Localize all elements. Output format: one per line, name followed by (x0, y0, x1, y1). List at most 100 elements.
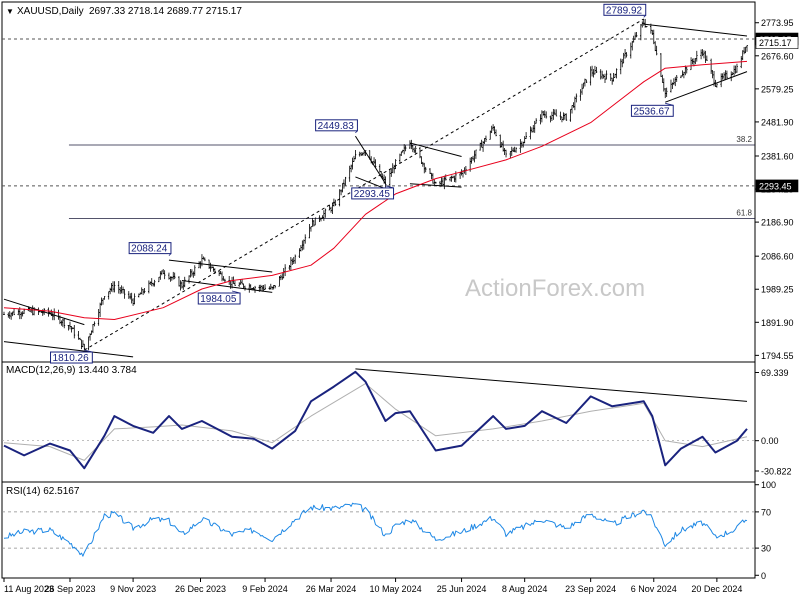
rsi-tick-label: 70 (761, 507, 771, 517)
ohlc-values: 2697.33 2718.14 2689.77 2715.17 (89, 6, 242, 17)
pivot-label-box: 2536.67 (630, 102, 674, 117)
rsi-tick-label: 0 (761, 571, 766, 581)
x-tick-label: 8 Aug 2024 (502, 584, 548, 594)
sma-polyline (3, 60, 748, 320)
flag2-lower-line (409, 183, 462, 188)
pivot-label-frame (603, 3, 647, 16)
x-tick-label: 26 Dec 2023 (175, 584, 226, 594)
price-tag-text: 2293.45 (759, 181, 792, 191)
rsi-tick-label: 30 (761, 544, 771, 554)
long-trendline-dashed (84, 18, 644, 351)
x-tick-label: 9 Feb 2024 (242, 584, 288, 594)
x-tick-label: 11 Aug 2023 (4, 584, 54, 594)
pivot-label-text: 2449.83 (318, 121, 355, 132)
pivot-label-box: 1810.26 (50, 349, 93, 364)
pivot-label-frame (197, 292, 241, 305)
price-tag-box (755, 179, 799, 193)
price-tick-label: 2381.60 (761, 151, 794, 161)
x-tick-label: 25 Jun 2024 (437, 584, 487, 594)
rsi-tick-label: 100 (761, 480, 776, 490)
pivot-label-pointer (643, 15, 647, 18)
symbol-icon: ▼ (6, 7, 14, 16)
macd-title: MACD(12,26,9) 13.440 3.784 (6, 365, 137, 376)
price-tag: 2715.17 (755, 36, 799, 49)
x-tick-label: 26 Sep 2023 (44, 584, 95, 594)
price-tick-label: 2086.60 (761, 252, 794, 262)
pivot-label-frame (630, 104, 674, 117)
price-tag: 2293.45 (755, 179, 799, 193)
price-tick-label: 2481.90 (761, 117, 794, 127)
pivot-label-box: 2293.45 (351, 185, 395, 200)
rsi-lines (3, 502, 748, 557)
x-tick-label: 10 May 2024 (370, 584, 422, 594)
price-candles (3, 18, 748, 351)
flag-upper-line (354, 135, 386, 184)
wedge-lower-line (665, 71, 748, 103)
pivot-label-frame (315, 119, 358, 132)
wedge-upper-line (643, 23, 748, 37)
macd-panel-frame (1, 361, 756, 483)
price-tick-label: 1989.25 (761, 285, 794, 295)
pivot-label-box: 2789.92 (603, 3, 647, 18)
sma-line (3, 60, 748, 320)
rsi-y-axis: 100 70 30 0 (2, 480, 776, 581)
pivot-label-text: 2789.92 (606, 5, 643, 16)
x-tick-label: 23 Sep 2024 (565, 584, 616, 594)
pivot-label-text: 2293.45 (354, 189, 391, 200)
pivot-label-frame (50, 351, 93, 364)
flag-lower-line (355, 176, 386, 190)
macd-tick-label: -30.822 (761, 467, 792, 477)
price-y-axis: 2773.952676.602579.252481.902381.602284.… (755, 18, 794, 361)
price-tick-label: 2676.60 (761, 51, 794, 61)
price-tick-label: 2773.95 (761, 18, 794, 28)
channel-lower-line (3, 341, 134, 358)
pivot-label-pointer (385, 185, 394, 189)
pivot-label-pointer (665, 102, 674, 106)
pivot-labels: 2789.92 2536.67 2449.83 2293.45 2088.24 1984.… (50, 3, 674, 364)
fib-level-label: 38.2 (736, 135, 752, 144)
macd-tick-label: 0.00 (761, 436, 779, 446)
x-tick-label: 9 Nov 2023 (110, 584, 156, 594)
macd-main-line (3, 370, 748, 470)
fib-level-label: 61.8 (736, 208, 752, 217)
price-tag-box (755, 36, 799, 49)
macd-y-axis: 69.339 0.00 -30.822 (2, 368, 792, 477)
pivot-label-text: 2088.24 (131, 244, 168, 255)
pivot-label-pointer (168, 253, 172, 256)
pivot-label-frame (128, 242, 172, 255)
price-tick-label: 1794.55 (761, 351, 794, 361)
pivot-label-pointer (231, 290, 241, 294)
rsi-title: RSI(14) 62.5167 (6, 486, 80, 497)
x-tick-label: 20 Dec 2024 (691, 584, 742, 594)
pivot-label-text: 2536.67 (633, 106, 670, 117)
pivot-label-text: 1984.05 (200, 294, 237, 305)
triangle-upper-line (168, 259, 273, 273)
rsi-line (3, 502, 748, 557)
rsi-panel-frame (1, 481, 756, 579)
pivot-label-pointer (84, 349, 93, 353)
macd-lines (3, 368, 748, 470)
price-tick-label: 1891.90 (761, 318, 794, 328)
macd-tick-label: 69.339 (761, 368, 789, 378)
price-tick-label: 2186.90 (761, 218, 794, 228)
flag2-upper-line (409, 142, 462, 158)
x-tick-label: 6 Nov 2024 (631, 584, 677, 594)
pivot-label-box: 1984.05 (197, 290, 241, 305)
pivot-label-pointer (355, 130, 358, 134)
horizontal-levels: 38.2 61.8 (2, 38, 755, 219)
pivot-label-box: 2088.24 (128, 242, 172, 256)
price-tag-text: 2715.17 (759, 38, 792, 48)
price-tick-label: 2579.25 (761, 84, 794, 94)
pivot-label-box: 2449.83 (315, 119, 358, 134)
triangle-lower-line (181, 279, 273, 293)
price-panel-frame (1, 1, 756, 363)
trend-channel-lines (3, 18, 748, 358)
x-tick-label: 26 Mar 2024 (306, 584, 357, 594)
symbol-title: XAUUSD,Daily (17, 6, 84, 17)
watermark: ActionForex.com (465, 275, 645, 302)
macd-trendline (355, 368, 748, 402)
